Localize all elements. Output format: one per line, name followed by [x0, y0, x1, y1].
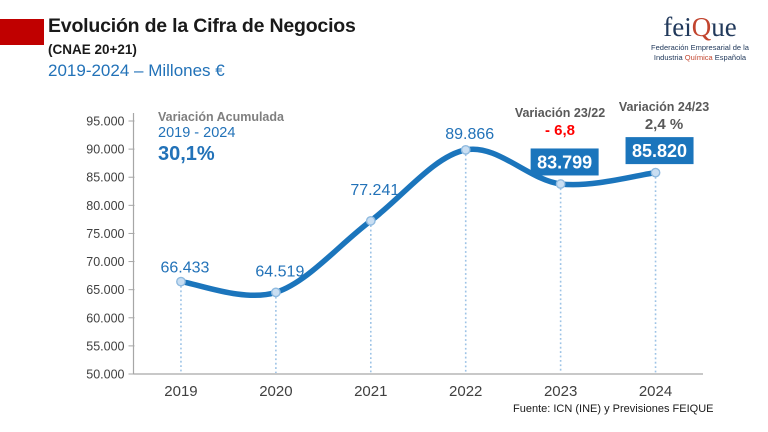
y-axis-tick-label: 75.000	[86, 227, 124, 241]
data-label-box	[530, 148, 599, 176]
data-point-marker	[270, 287, 281, 298]
tagline-line2-highlight: Química	[684, 52, 713, 62]
variation-24-23-value: 2,4 %	[644, 116, 684, 133]
source-note: Fuente: ICN (INE) y Previsiones FEIQUE	[513, 403, 714, 415]
annotation-accumulated-variation: Variación Acumulada 2019 - 2024 30,1%	[158, 110, 284, 166]
title-accent-bar	[0, 19, 44, 45]
y-axis-tick-label: 65.000	[86, 283, 124, 297]
x-axis-tick-label: 2023	[544, 383, 577, 400]
y-axis-tick-label: 95.000	[86, 115, 124, 129]
x-axis-tick-label: 2019	[164, 383, 197, 400]
data-label: 89.866	[445, 126, 494, 143]
accumulated-variation-period: 2019 - 2024	[158, 125, 236, 141]
data-point-marker	[460, 144, 471, 155]
y-axis-tick-label: 60.000	[86, 311, 124, 325]
x-axis-tick-label: 2021	[354, 383, 387, 400]
y-axis-tick-label: 55.000	[86, 339, 124, 353]
data-label-boxed: 85.820	[632, 141, 687, 161]
wordmark-prefix: fei	[663, 12, 692, 42]
wordmark-q: Q	[691, 12, 712, 42]
variation-24-23-label: Variación 24/23	[618, 100, 710, 114]
data-label-boxed: 83.799	[537, 152, 592, 172]
tagline-line1: Federación Empresarial de la	[651, 43, 749, 52]
x-axis-tick-label: 2024	[639, 383, 672, 400]
data-label-box	[625, 137, 694, 165]
annotation-variation-24-23: Variación 24/23 2,4 %	[619, 100, 709, 133]
tagline-line2-post: Española	[712, 52, 747, 62]
y-axis-tick-label: 70.000	[86, 255, 124, 269]
data-label: 66.433	[160, 260, 209, 277]
data-label: 64.519	[255, 263, 304, 280]
feique-tagline: Federación Empresarial de la Industria Q…	[640, 43, 760, 63]
y-axis-tick-label: 50.000	[86, 368, 124, 382]
data-label: 77.241	[350, 182, 399, 199]
tagline-line2-pre: Industria	[653, 52, 685, 62]
data-point-marker	[650, 167, 661, 178]
y-axis-tick-label: 80.000	[86, 199, 124, 213]
page-title: Evolución de la Cifra de Negocios	[48, 15, 356, 37]
annotation-variation-23-22: Variación 23/22 - 6,8	[515, 106, 605, 139]
variation-23-22-label: Variación 23/22	[514, 106, 606, 120]
wordmark-suffix: ue	[711, 12, 737, 42]
accumulated-variation-label: Variación Acumulada	[158, 110, 284, 124]
data-point-marker	[555, 179, 566, 189]
page-subtitle: (CNAE 20+21)	[48, 42, 137, 57]
y-axis-tick-label: 85.000	[86, 171, 124, 185]
period-label: 2019-2024 – Millones €	[48, 61, 225, 80]
variation-23-22-value: - 6,8	[544, 122, 575, 139]
y-axis-tick-label: 90.000	[86, 143, 124, 157]
x-axis-tick-label: 2020	[259, 383, 292, 400]
data-point-marker	[176, 276, 186, 287]
data-point-marker	[365, 215, 376, 226]
feique-wordmark: feiQue	[640, 14, 760, 41]
accumulated-variation-value: 30,1%	[158, 143, 215, 165]
feique-logo: feiQue Federación Empresarial de la Indu…	[640, 14, 760, 63]
x-axis-tick-label: 2022	[449, 383, 482, 400]
